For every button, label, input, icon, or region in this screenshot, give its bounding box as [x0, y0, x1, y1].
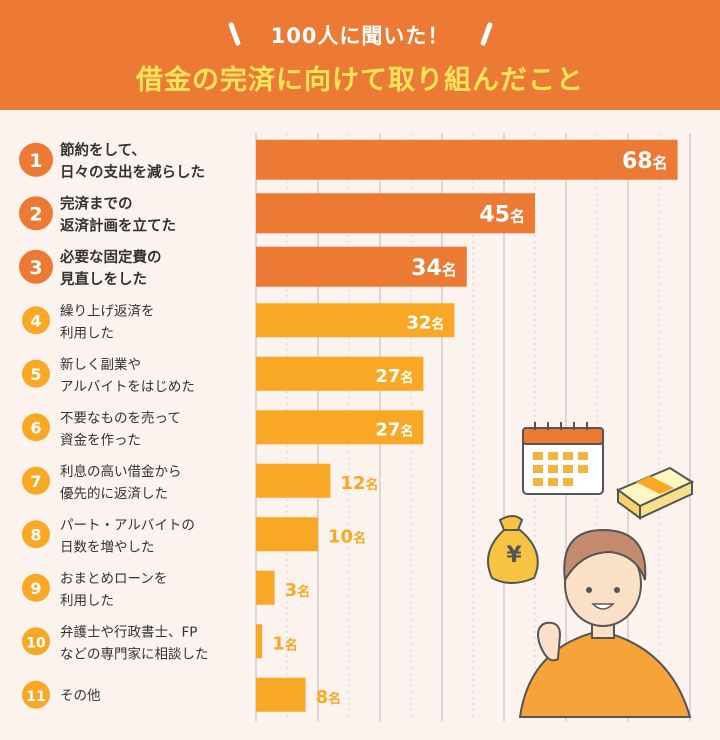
- category-label: 優先的に返済した: [60, 486, 168, 502]
- value-label: 10名: [328, 526, 366, 547]
- illustration: ¥: [487, 422, 695, 718]
- rank-number: 7: [30, 472, 41, 491]
- rank-number: 5: [30, 365, 41, 384]
- value-label: 1名: [272, 633, 298, 654]
- rank-number: 1: [29, 150, 42, 172]
- category-label: 必要な固定費の: [59, 248, 162, 266]
- bar: [256, 463, 331, 498]
- bar: [256, 246, 467, 287]
- rank-badge: [22, 573, 50, 602]
- rank-badge: [19, 142, 53, 177]
- rank-number: 4: [30, 311, 41, 330]
- rank-badge: [19, 249, 53, 284]
- category-label: 日数を増やした: [60, 539, 155, 555]
- category-label: アルバイトをはじめた: [60, 379, 195, 395]
- bar: [256, 303, 455, 338]
- bar: [256, 193, 535, 234]
- value-label: 68名: [622, 149, 668, 174]
- category-label: などの専門家に相談した: [60, 645, 209, 662]
- chart-title: 借金の完済に向けて取り組んだこと: [136, 65, 584, 96]
- category-label: 弁護士や行政書士、FP: [60, 624, 197, 640]
- category-label: 繰り上げ返済を: [60, 303, 155, 319]
- category-label: 利用した: [60, 325, 114, 341]
- value-label: 27名: [375, 419, 413, 440]
- header-banner: [0, 0, 720, 110]
- value-label: 45名: [479, 202, 525, 227]
- value-label: 34名: [411, 256, 457, 281]
- rank-number: 8: [30, 525, 41, 544]
- bar: [256, 570, 275, 605]
- rank-badge: [19, 196, 53, 231]
- rank-badge: [22, 627, 50, 656]
- value-label: 12名: [340, 473, 378, 494]
- category-label: 資金を作った: [60, 432, 141, 448]
- category-label: 節約をして、: [60, 141, 146, 159]
- rank-badge: [22, 466, 50, 495]
- value-label: 3名: [285, 580, 311, 601]
- category-label: 完済までの: [60, 194, 133, 212]
- rank-number: 2: [29, 203, 42, 225]
- bars: 68名 45名 34名 32名 27名 27名 12名 10名 3名 1名 8名: [256, 139, 678, 712]
- value-label: 27名: [375, 366, 413, 387]
- rank-badge: [22, 413, 50, 442]
- rank-number: 6: [30, 418, 41, 437]
- money-stack-icon: [615, 466, 695, 520]
- yen-symbol: ¥: [506, 543, 522, 568]
- calendar-icon: [522, 422, 604, 495]
- category-label: 新しく副業や: [60, 357, 141, 373]
- money-bag-icon: ¥: [487, 515, 539, 584]
- bar: [256, 624, 263, 659]
- category-label: 返済計画を立てた: [60, 216, 176, 234]
- rank-badge: [22, 520, 50, 549]
- category-label: おまとめローンを: [60, 571, 167, 587]
- bar: [256, 139, 678, 180]
- rank-number: 10: [26, 635, 46, 651]
- rank-number: 9: [30, 579, 41, 598]
- category-label: 不要なものを売って: [60, 410, 181, 426]
- category-label: 見直しをした: [59, 270, 147, 288]
- category-label: 日々の支出を減らした: [60, 163, 205, 181]
- bar: [256, 356, 424, 391]
- category-label: その他: [60, 688, 101, 704]
- value-label: 32名: [406, 312, 444, 333]
- person-illustration: [518, 528, 692, 718]
- rank-badge: [22, 359, 50, 388]
- category-label: 利用した: [60, 593, 114, 609]
- rank-number: 11: [26, 689, 45, 705]
- rank-badge: [22, 306, 50, 335]
- category-label: パート・アルバイトの: [60, 517, 195, 533]
- header-subtitle: 100人に聞いた！: [270, 24, 450, 48]
- rank-badge: [22, 680, 50, 709]
- bar: [256, 517, 318, 552]
- category-label: 利息の高い借金から: [60, 463, 182, 480]
- value-label: 8名: [316, 687, 342, 708]
- bar: [256, 410, 424, 445]
- bar: [256, 677, 306, 712]
- bar-chart: ¥ 68名 45名 34名 32名 27名 27名 12名 10名 3名 1名 8名 1 節約をして、…: [19, 133, 695, 722]
- rank-number: 3: [29, 257, 42, 279]
